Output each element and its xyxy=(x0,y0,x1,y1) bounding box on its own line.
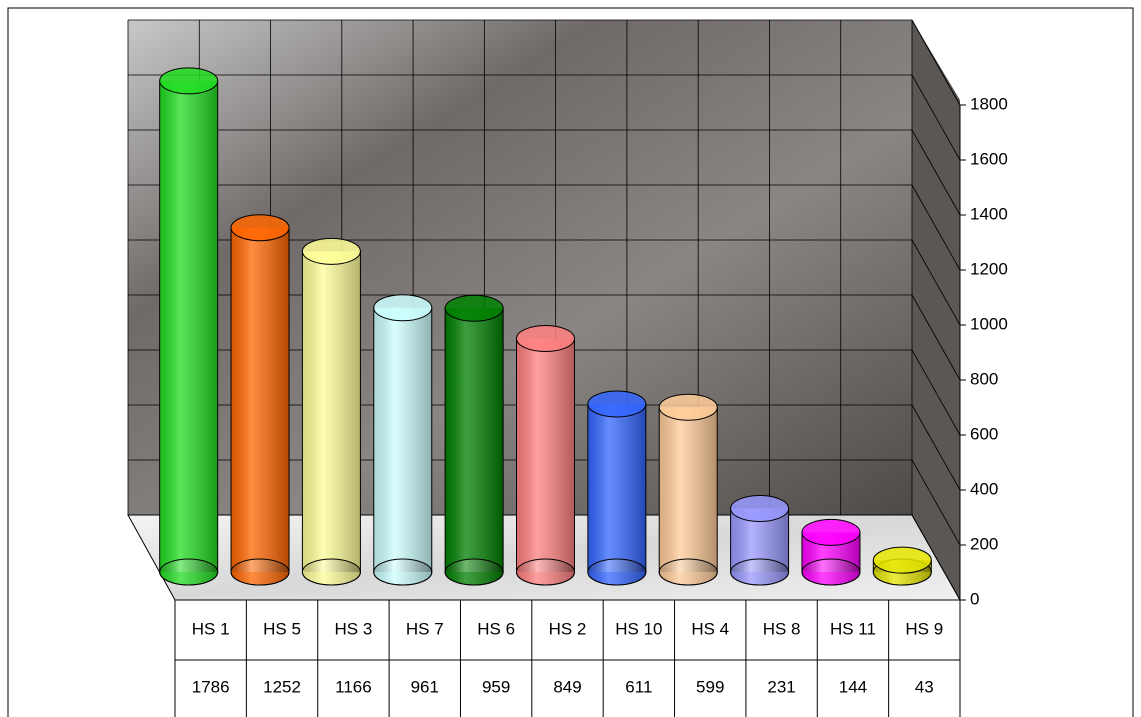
grid-line xyxy=(911,514,961,601)
y-tick-label: 1600 xyxy=(970,149,1008,168)
category-label: HS 5 xyxy=(263,619,301,638)
category-label: HS 3 xyxy=(335,619,373,638)
cylinder-shade xyxy=(302,251,361,572)
value-label: 231 xyxy=(767,677,795,696)
frame xyxy=(7,7,1134,717)
value-label: 43 xyxy=(915,677,934,696)
cylinder-base-front xyxy=(444,558,504,586)
cylinder-top xyxy=(801,518,861,546)
value-label: 1252 xyxy=(263,677,301,696)
y-tick-label: 0 xyxy=(970,589,979,608)
y-tick-label: 400 xyxy=(970,479,998,498)
cylinder-top xyxy=(658,393,718,421)
category-label: HS 9 xyxy=(905,619,943,638)
category-label: HS 7 xyxy=(406,619,444,638)
category-label: HS 1 xyxy=(192,619,230,638)
cylinder-top xyxy=(587,390,647,418)
value-label: 959 xyxy=(482,677,510,696)
cylinder-shade xyxy=(159,80,218,572)
y-tick-label: 1800 xyxy=(970,94,1008,113)
grid-line xyxy=(911,294,961,381)
y-tick-label: 1000 xyxy=(970,314,1008,333)
category-label: HS 11 xyxy=(830,619,876,638)
cylinder-base-front xyxy=(730,558,790,586)
cylinder-top xyxy=(230,214,290,242)
category-label: HS 10 xyxy=(615,619,662,638)
cylinder-shade xyxy=(373,307,432,572)
grid-line xyxy=(911,184,961,271)
cylinder-top xyxy=(872,546,932,574)
grid-line xyxy=(911,129,961,216)
cylinder-top xyxy=(516,325,575,353)
cylinder-base-front xyxy=(373,558,433,586)
cylinder-base-front xyxy=(516,558,575,586)
cylinder-base-front xyxy=(587,558,647,586)
category-label: HS 2 xyxy=(549,619,587,638)
grid-line xyxy=(911,239,961,326)
value-label: 961 xyxy=(411,677,439,696)
cylinder-top xyxy=(373,294,433,322)
value-label: 144 xyxy=(839,677,867,696)
cylinder-shade xyxy=(231,227,290,572)
value-label: 1166 xyxy=(335,677,372,696)
y-tick-label: 200 xyxy=(970,534,998,553)
grid-line xyxy=(911,19,961,106)
cylinder-shade xyxy=(445,308,504,572)
category-label: HS 4 xyxy=(691,619,729,638)
grid-line xyxy=(911,74,961,161)
y-tick-label: 600 xyxy=(970,424,998,443)
cylinder-top xyxy=(301,237,361,265)
category-label: HS 8 xyxy=(763,619,801,638)
cylinder-top xyxy=(730,494,790,522)
cylinder-base-front xyxy=(801,558,861,586)
value-label: 611 xyxy=(625,677,652,696)
y-tick-label: 1400 xyxy=(970,204,1008,223)
cylinder-shade xyxy=(587,403,646,572)
cylinder-top xyxy=(444,294,504,322)
value-label: 599 xyxy=(696,677,724,696)
cylinder-shade xyxy=(659,407,718,572)
grid-line xyxy=(911,349,961,436)
cylinder-shade xyxy=(516,338,575,572)
y-tick-label: 800 xyxy=(970,369,998,388)
cylinder-base-front xyxy=(301,558,361,586)
cylinder-base-front xyxy=(230,558,290,586)
cylinder-base-front xyxy=(159,558,219,586)
cylinder-top xyxy=(159,67,219,95)
value-label: 849 xyxy=(553,677,581,696)
side-wall xyxy=(912,20,960,600)
grid-line xyxy=(911,404,961,491)
category-label: HS 6 xyxy=(477,619,515,638)
y-tick-label: 1200 xyxy=(970,259,1008,278)
grid-line xyxy=(911,459,961,546)
value-label: 1786 xyxy=(192,677,230,696)
cylinder-base-front xyxy=(658,558,718,586)
